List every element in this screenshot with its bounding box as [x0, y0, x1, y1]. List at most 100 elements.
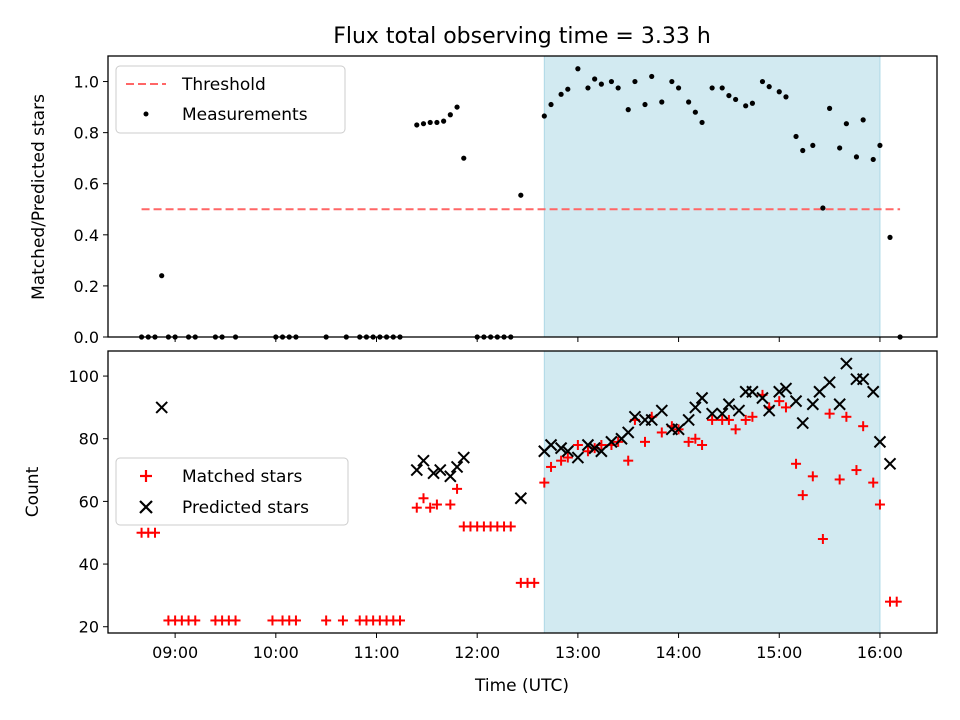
- predicted-star-point: [789, 394, 803, 408]
- measurement-point: [749, 100, 756, 106]
- predicted-star-point: [571, 451, 585, 464]
- matched-star-point: [740, 414, 751, 425]
- matched-star-point: [690, 433, 701, 444]
- measurement-point: [427, 119, 433, 126]
- x-tick-label: 13:00: [555, 643, 601, 662]
- measurement-point: [692, 109, 698, 115]
- y-tick-label: 1.0: [74, 73, 99, 92]
- measurement-point: [541, 113, 547, 119]
- measurement-point: [649, 73, 655, 80]
- y-tick-label: 0.2: [74, 277, 99, 296]
- predicted-star-point: [779, 382, 793, 395]
- measurement-point: [675, 85, 682, 91]
- x-tick-label: 09:00: [152, 643, 198, 662]
- measurement-point: [783, 94, 789, 100]
- y-tick-label: 0.6: [74, 175, 99, 194]
- chart-title: Flux total observing time = 3.33 h: [333, 24, 711, 49]
- matched-star-point: [267, 615, 278, 626]
- measurement-point: [420, 121, 427, 127]
- x-tick-label: 11:00: [353, 643, 399, 662]
- matched-star-point: [562, 452, 573, 463]
- top-axes-frame: [107, 55, 938, 338]
- matched-star-point: [539, 477, 550, 488]
- predicted-star-point: [873, 435, 887, 449]
- measurement-point: [759, 78, 766, 85]
- matched-star-point: [230, 615, 241, 626]
- measurement-point: [558, 91, 564, 97]
- matched-star-point: [640, 436, 651, 447]
- measurement-point: [575, 66, 581, 72]
- y-tick-label: 0.8: [74, 124, 99, 143]
- measurement-point: [870, 156, 876, 163]
- matched-star-point: [683, 436, 694, 447]
- predicted-star-point: [695, 391, 709, 405]
- matched-star-point: [452, 483, 463, 494]
- measurement-point: [565, 86, 571, 92]
- measurement-point: [820, 205, 826, 211]
- predicted-legend-swatch: [139, 500, 153, 514]
- matched-star-point: [505, 521, 516, 532]
- measurement-point: [826, 105, 833, 111]
- top-legend: Threshold Measurements: [115, 65, 346, 134]
- measurement-point: [632, 78, 638, 85]
- predicted-star-point: [833, 398, 846, 411]
- predicted-star-point: [628, 410, 642, 424]
- measurement-point: [743, 103, 749, 109]
- y-tick-label: 60: [79, 492, 99, 511]
- measurement-point: [518, 192, 524, 198]
- matched-star-point: [817, 534, 828, 544]
- matched-star-point: [556, 455, 567, 466]
- predicted-star-point: [813, 385, 826, 398]
- matched-star-point: [868, 477, 879, 488]
- y-tick-label: 80: [79, 430, 99, 449]
- matched-star-point: [797, 490, 808, 501]
- matched-star-point: [546, 461, 557, 472]
- y-tick-label: 0.0: [74, 328, 99, 347]
- predicted-star-point: [689, 401, 702, 414]
- matched-star-point: [834, 474, 845, 485]
- measurement-point: [887, 234, 893, 240]
- y-tick-label: 100: [68, 367, 99, 386]
- matched-star-point: [149, 527, 160, 538]
- matched-star-point: [723, 414, 734, 425]
- bottom-y-axis-label: Count: [23, 466, 43, 517]
- bottom-shaded-span: [543, 350, 881, 634]
- predicted-star-point: [554, 441, 568, 455]
- measurement-point: [776, 89, 782, 95]
- predicted-star-point: [561, 445, 575, 458]
- measurement-point: [625, 107, 631, 113]
- predicted-star-point: [823, 376, 836, 389]
- measurement-point: [843, 121, 849, 127]
- predicted-star-point: [756, 391, 769, 405]
- matched-star-point: [780, 402, 791, 413]
- predicted-star-point: [417, 454, 430, 467]
- predicted-star-point: [457, 451, 470, 464]
- predicted-star-point: [806, 398, 820, 411]
- top-y-ticks: 0.0 0.2 0.4 0.6 0.8 1.0: [74, 73, 108, 347]
- matched-legend-label: Matched stars: [182, 467, 302, 487]
- measurement-point: [447, 112, 453, 118]
- predicted-star-point: [581, 438, 595, 452]
- measurement-point: [585, 85, 591, 91]
- predicted-star-point: [840, 357, 853, 370]
- predicted-star-point: [622, 426, 635, 439]
- top-panel: 0.0 0.2 0.4 0.6 0.8 1.0 Matched/Predicted sta…: [29, 55, 938, 347]
- matched-star-point: [425, 502, 436, 513]
- matched-star-point: [774, 396, 785, 407]
- matched-star-point: [321, 615, 332, 626]
- measurement-point: [598, 81, 604, 87]
- predicted-star-point: [514, 492, 528, 505]
- measurement-point: [548, 101, 554, 108]
- predicted-star-point: [155, 401, 168, 414]
- predicted-star-point: [796, 416, 809, 430]
- predicted-star-point: [883, 457, 897, 471]
- measurement-point: [454, 104, 460, 110]
- measurement-point: [669, 78, 675, 85]
- measurement-point: [709, 85, 715, 91]
- measurement-point: [837, 145, 843, 151]
- predicted-star-point: [588, 441, 601, 455]
- measurement-point: [800, 147, 806, 154]
- predicted-star-point: [746, 385, 759, 398]
- predicted-star-point: [645, 413, 658, 427]
- measurement-point: [726, 92, 732, 99]
